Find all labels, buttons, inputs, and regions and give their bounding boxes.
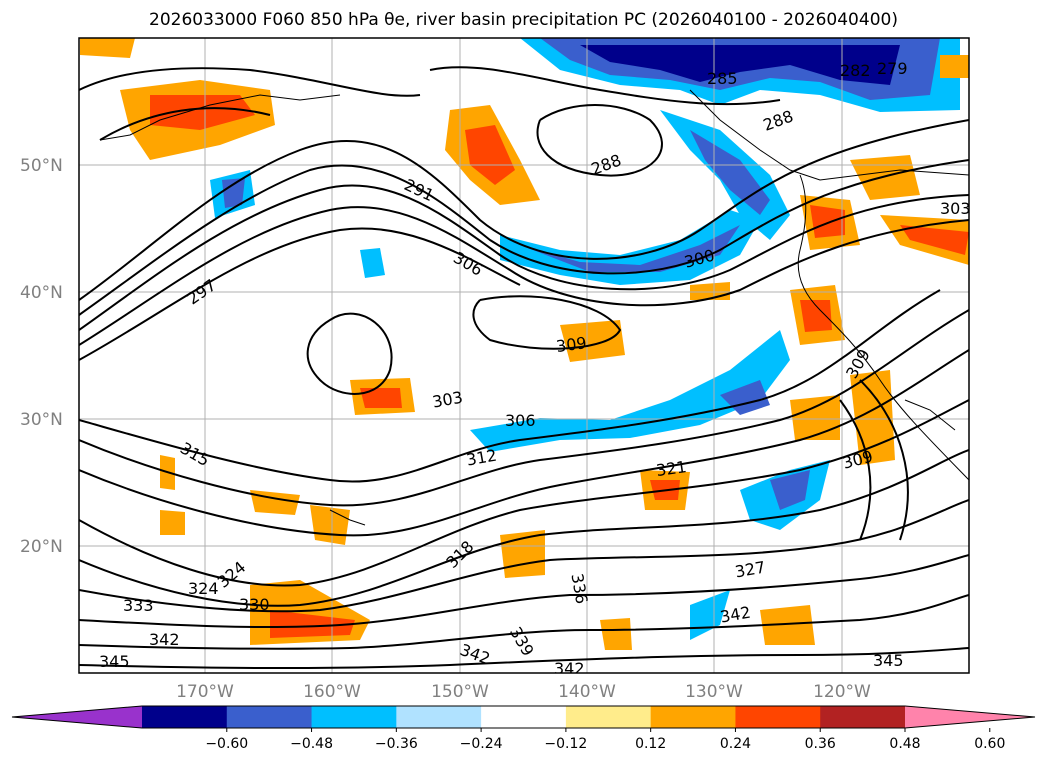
contour-label: 279 (877, 59, 908, 78)
map-title: 2026033000 F060 850 hPa θe, river basin … (149, 10, 898, 30)
lon-label: 170°W (176, 682, 234, 702)
contour-label: 306 (505, 411, 536, 430)
colorbar-segment (735, 706, 821, 728)
contour-label: 285 (707, 69, 738, 88)
latitude-labels: 50°N 40°N 30°N 20°N (20, 156, 63, 557)
contour-label: 342 (149, 630, 180, 649)
colorbar-segment (820, 706, 906, 728)
colorbar-segment (396, 706, 482, 728)
contour-labels: 291 297 306 288 285 282 279 288 300 303 … (99, 59, 971, 678)
colorbar-tick-label: −0.60 (205, 736, 248, 752)
colorbar-extend-min (12, 706, 142, 728)
colorbar-tick-label: 0.12 (635, 736, 666, 752)
lat-label: 20°N (20, 537, 63, 557)
lon-label: 160°W (303, 682, 361, 702)
map-content: 291 297 306 288 285 282 279 288 300 303 … (79, 38, 971, 678)
colorbar-tick-label: −0.48 (290, 736, 333, 752)
contour-label: 345 (873, 651, 904, 670)
colorbar-tick-label: −0.12 (544, 736, 587, 752)
colorbar-tick-label: −0.24 (460, 736, 503, 752)
colorbar-segment (481, 706, 567, 728)
contour-label: 324 (188, 579, 219, 598)
contour-label: 282 (840, 61, 871, 80)
longitude-labels: 170°W 160°W 150°W 140°W 130°W 120°W (176, 682, 871, 702)
graticule (79, 38, 969, 673)
colorbar-segment (142, 706, 228, 728)
contour-label: 330 (239, 595, 270, 614)
map-frame (78, 37, 970, 674)
lat-label: 30°N (20, 410, 63, 430)
colorbar-outline (11, 705, 1036, 729)
colorbar-segment (565, 706, 652, 728)
lon-label: 130°W (685, 682, 743, 702)
contour-label: 342 (554, 659, 585, 678)
colorbar-tick-label: −0.36 (375, 736, 418, 752)
colorbar-tick-label: 0.36 (805, 736, 836, 752)
colorbar-extend-max (905, 706, 1035, 728)
colorbar-tick-label: 0.60 (974, 736, 1005, 752)
contour-label: 333 (123, 596, 154, 615)
colorbar-segment (311, 706, 397, 728)
colorbar-segment (650, 706, 736, 728)
coastline (99, 89, 969, 526)
lon-label: 150°W (431, 682, 489, 702)
lon-label: 140°W (558, 682, 616, 702)
lon-label: 120°W (813, 682, 871, 702)
theta-e-contours (79, 66, 969, 670)
contour-label: 309 (555, 333, 588, 356)
lat-label: 40°N (20, 283, 63, 303)
colorbar-tick-label: 0.24 (720, 736, 751, 752)
colorbar-segment (226, 706, 313, 728)
colorbar: −0.60 −0.48 −0.36 −0.24 −0.12 0.12 0.24 0.36 0.4… (11, 705, 1036, 752)
lat-label: 50°N (20, 156, 63, 176)
colorbar-tick-label: 0.48 (889, 736, 920, 752)
contour-label: 303 (940, 199, 971, 218)
contour-label: 345 (99, 652, 130, 671)
contour-label: 321 (655, 457, 688, 480)
